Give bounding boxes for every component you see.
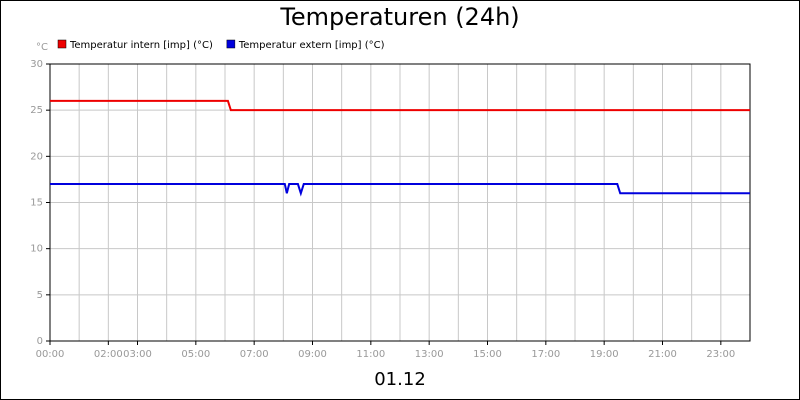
line bbox=[50, 99, 750, 112]
x-tick-label: 21:00 bbox=[648, 349, 677, 360]
x-tick-label: 09:00 bbox=[298, 349, 327, 360]
y-tick-label: 0 bbox=[37, 336, 43, 347]
legend-label: Temperatur extern [imp] (°C) bbox=[238, 40, 385, 51]
x-tick-label: 07:00 bbox=[240, 349, 269, 360]
y-tick-label: 20 bbox=[30, 151, 43, 162]
x-tick-label: 13:00 bbox=[415, 349, 444, 360]
x-tick-label: 02:00 bbox=[94, 349, 123, 360]
x-tick-label: 19:00 bbox=[590, 349, 619, 360]
y-tick-label: 25 bbox=[30, 105, 43, 116]
y-tick-label: 15 bbox=[30, 198, 43, 209]
legend-label: Temperatur intern [imp] (°C) bbox=[69, 40, 213, 51]
x-axis-label: 01.12 bbox=[374, 369, 426, 390]
y-tick-label: 10 bbox=[30, 244, 43, 255]
legend-swatch bbox=[226, 39, 236, 49]
chart-title: Temperaturen (24h) bbox=[279, 3, 519, 31]
plot-border bbox=[49, 63, 751, 342]
x-tick-label: 23:00 bbox=[706, 349, 735, 360]
y-axis-label: °C bbox=[36, 42, 48, 53]
x-tick-label: 03:00 bbox=[123, 349, 152, 360]
x-tick-label: 00:00 bbox=[36, 349, 65, 360]
x-tick-label: 17:00 bbox=[531, 349, 560, 360]
x-tick-label: 15:00 bbox=[473, 349, 502, 360]
y-tick-label: 5 bbox=[37, 290, 43, 301]
y-tick-label: 30 bbox=[30, 59, 43, 70]
x-tick-label: 05:00 bbox=[181, 349, 210, 360]
legend-swatch bbox=[57, 39, 67, 49]
line bbox=[50, 183, 750, 197]
x-tick-label: 11:00 bbox=[356, 349, 385, 360]
